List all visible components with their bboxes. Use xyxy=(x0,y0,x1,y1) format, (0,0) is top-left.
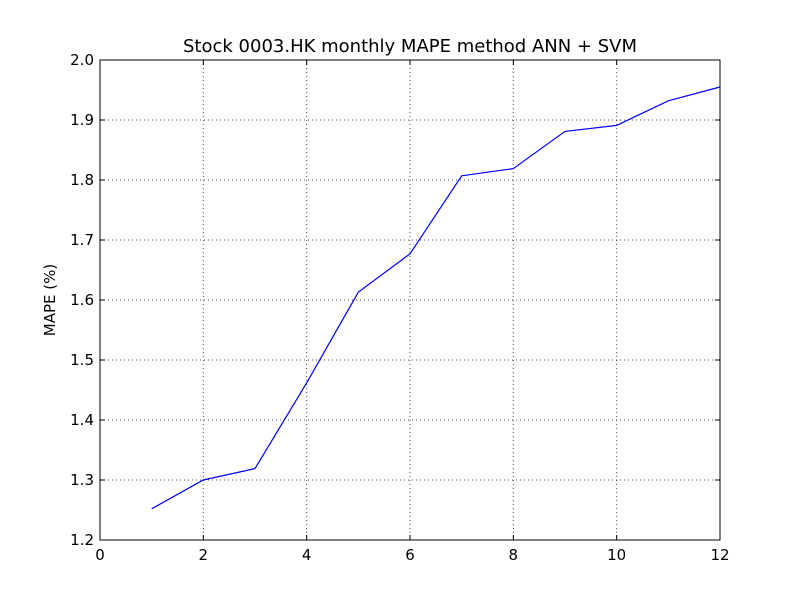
grid xyxy=(100,60,720,540)
data-point xyxy=(615,123,619,127)
y-tick-label: 1.2 xyxy=(70,531,94,549)
x-tick-label: 0 xyxy=(95,546,105,564)
data-point xyxy=(253,467,257,471)
x-tick-label: 12 xyxy=(710,546,729,564)
y-tick-label: 1.3 xyxy=(70,471,94,489)
y-tick-label: 1.5 xyxy=(70,351,94,369)
axis-ticks: 0 2 4 6 8 10 12 1.2 1.3 1.4 1.5 1.6 1.7 1.8 1.9 2.0 xyxy=(70,51,729,564)
data-point xyxy=(718,85,722,89)
data-point xyxy=(150,507,154,511)
x-tick-label: 2 xyxy=(199,546,209,564)
y-tick-label: 1.7 xyxy=(70,231,94,249)
chart-title: Stock 0003.HK monthly MAPE method ANN + … xyxy=(183,36,637,57)
data-point xyxy=(356,290,360,294)
series-line xyxy=(151,86,721,510)
y-tick-label: 2.0 xyxy=(70,51,94,69)
data-point xyxy=(408,252,412,256)
data-point xyxy=(460,174,464,178)
y-tick-label: 1.6 xyxy=(70,291,94,309)
data-point xyxy=(201,478,205,482)
x-tick-label: 6 xyxy=(405,546,415,564)
data-point xyxy=(666,99,670,103)
y-tick-label: 1.8 xyxy=(70,171,94,189)
data-point xyxy=(511,167,515,171)
data-point xyxy=(563,129,567,133)
y-tick-label: 1.9 xyxy=(70,111,94,129)
x-tick-label: 10 xyxy=(607,546,626,564)
y-tick-label: 1.4 xyxy=(70,411,94,429)
series-group xyxy=(150,85,722,511)
data-point xyxy=(305,381,309,385)
x-tick-label: 8 xyxy=(509,546,519,564)
y-axis-label: MAPE (%) xyxy=(41,264,59,336)
x-tick-label: 4 xyxy=(302,546,312,564)
